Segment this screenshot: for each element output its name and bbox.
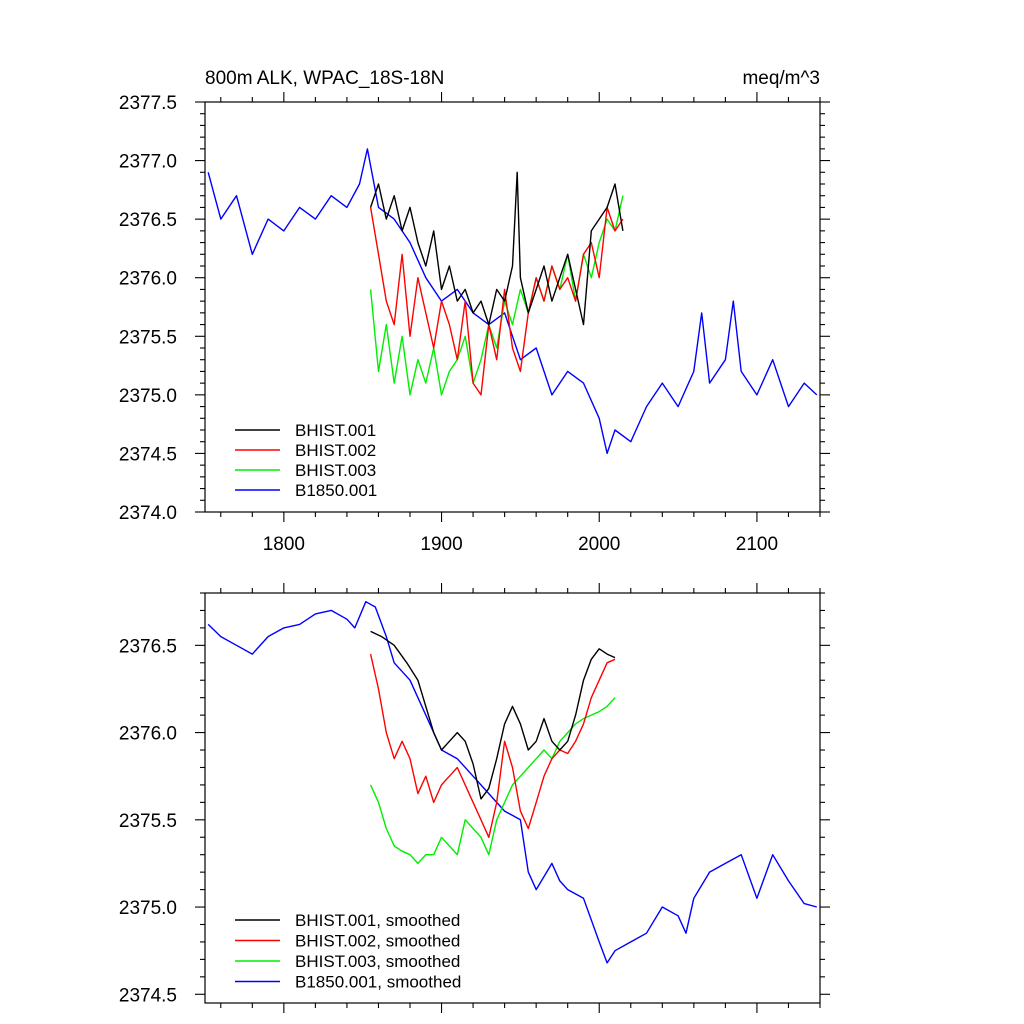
y-tick-label: 2375.0 [119,898,177,919]
x-tick-label: 1800 [263,534,305,555]
y-tick-label: 2377.5 [119,93,177,114]
legend-label: BHIST.003, smoothed [295,952,460,971]
y-tick-label: 2375.5 [119,327,177,348]
legend-label: BHIST.001 [295,421,376,440]
series-line-b1850-001 [207,148,818,455]
x-tick-label: 1900 [420,534,462,555]
y-tick-label: 2376.0 [119,724,177,745]
series-line-bhist-001 [369,171,624,326]
series-line-b1850-001 [207,601,817,964]
legend-label: BHIST.001, smoothed [295,911,460,930]
series-line-bhist-002 [369,206,624,396]
legend-label: B1850.001, smoothed [295,973,461,992]
x-tick-label: 2000 [578,534,620,555]
plot-frame [204,101,821,513]
legend-label: B1850.001 [295,481,377,500]
series-line-bhist-002 [369,653,616,838]
plot-frame [204,592,821,1004]
top-panel: 1800 1900 2000 2100 2374.0 2374.5 2375.0 2375.5… [119,92,830,555]
legend-label: BHIST.002, smoothed [295,932,460,951]
y-tick-label: 2376.5 [119,636,177,657]
y-tick-label: 2376.5 [119,210,177,231]
y-tick-label: 2374.5 [119,985,177,1006]
legend-label: BHIST.003 [295,461,376,480]
y-tick-label: 2375.5 [119,811,177,832]
legend-label: BHIST.002 [295,441,376,460]
x-tick-label: 2100 [736,534,778,555]
y-tick-label: 2376.0 [119,269,177,290]
series-line-bhist-003 [369,195,624,396]
y-tick-label: 2374.0 [119,503,177,524]
y-tick-label: 2375.0 [119,386,177,407]
series-line-bhist-001 [370,630,616,800]
series-line-bhist-003 [369,697,616,865]
y-tick-label: 2374.5 [119,444,177,465]
bottom-panel: 2374.5 2375.0 2375.5 2376.0 2376.5 BHIST.001,… [119,583,830,1013]
y-tick-label: 2377.0 [119,152,177,173]
units-label: meq/m^3 [742,68,820,89]
chart-title: 800m ALK, WPAC_18S-18N [205,68,444,89]
